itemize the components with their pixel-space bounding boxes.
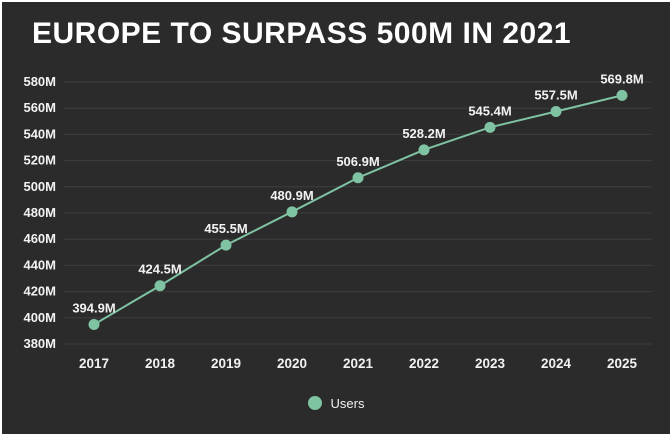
data-point-marker bbox=[88, 318, 100, 330]
x-axis-tick-label: 2021 bbox=[343, 356, 374, 371]
data-point-label: 557.5M bbox=[534, 87, 577, 102]
legend-users-marker bbox=[307, 396, 322, 410]
data-point-marker bbox=[484, 121, 496, 133]
x-axis-tick-label: 2020 bbox=[277, 356, 307, 371]
data-point-label: 506.9M bbox=[336, 153, 379, 168]
data-point-label: 480.9M bbox=[270, 187, 313, 202]
chart-title: EUROPE TO SURPASS 500M IN 2021 bbox=[32, 17, 572, 50]
y-axis-tick-label: 380M bbox=[23, 336, 56, 351]
legend: Users bbox=[2, 396, 670, 411]
data-point-marker bbox=[286, 205, 298, 217]
y-axis-tick-label: 560M bbox=[23, 100, 56, 115]
x-axis-tick-label: 2025 bbox=[607, 356, 638, 371]
y-axis-tick-label: 460M bbox=[23, 231, 56, 246]
data-point-marker bbox=[220, 239, 232, 251]
data-point-marker bbox=[616, 89, 628, 101]
x-axis-tick-label: 2017 bbox=[79, 356, 109, 371]
legend-users-label: Users bbox=[330, 395, 365, 411]
y-axis-tick-label: 480M bbox=[23, 205, 56, 220]
data-point-marker bbox=[550, 105, 562, 117]
data-point-label: 569.8M bbox=[600, 71, 643, 86]
x-axis-tick-label: 2024 bbox=[541, 356, 572, 371]
y-axis-tick-label: 540M bbox=[23, 126, 56, 141]
y-axis-tick-label: 440M bbox=[23, 257, 56, 272]
line-chart: 380M 400M 420M 440M 460M 480M 500M 520M 540M 560M… bbox=[23, 71, 652, 371]
x-axis-tick-label: 2018 bbox=[145, 356, 176, 371]
y-axis-tick-label: 420M bbox=[23, 283, 56, 298]
data-point-label: 424.5M bbox=[138, 261, 181, 276]
data-point-label: 455.5M bbox=[204, 221, 247, 236]
y-axis-tick-label: 400M bbox=[23, 309, 56, 324]
y-axis-tick-label: 500M bbox=[23, 178, 56, 193]
data-point-label: 394.9M bbox=[72, 300, 115, 315]
users-line bbox=[93, 93, 623, 325]
y-axis-tick-label: 520M bbox=[23, 152, 56, 167]
x-axis-tick-label: 2022 bbox=[409, 356, 439, 371]
data-point-marker bbox=[418, 143, 430, 155]
data-point-label: 545.4M bbox=[468, 103, 511, 118]
x-axis-tick-label: 2023 bbox=[475, 356, 506, 371]
data-point-label: 528.2M bbox=[402, 125, 445, 140]
data-point-marker bbox=[352, 171, 364, 183]
y-axis-tick-label: 580M bbox=[23, 74, 56, 89]
x-axis-tick-label: 2019 bbox=[211, 356, 241, 371]
data-point-marker bbox=[154, 279, 166, 291]
